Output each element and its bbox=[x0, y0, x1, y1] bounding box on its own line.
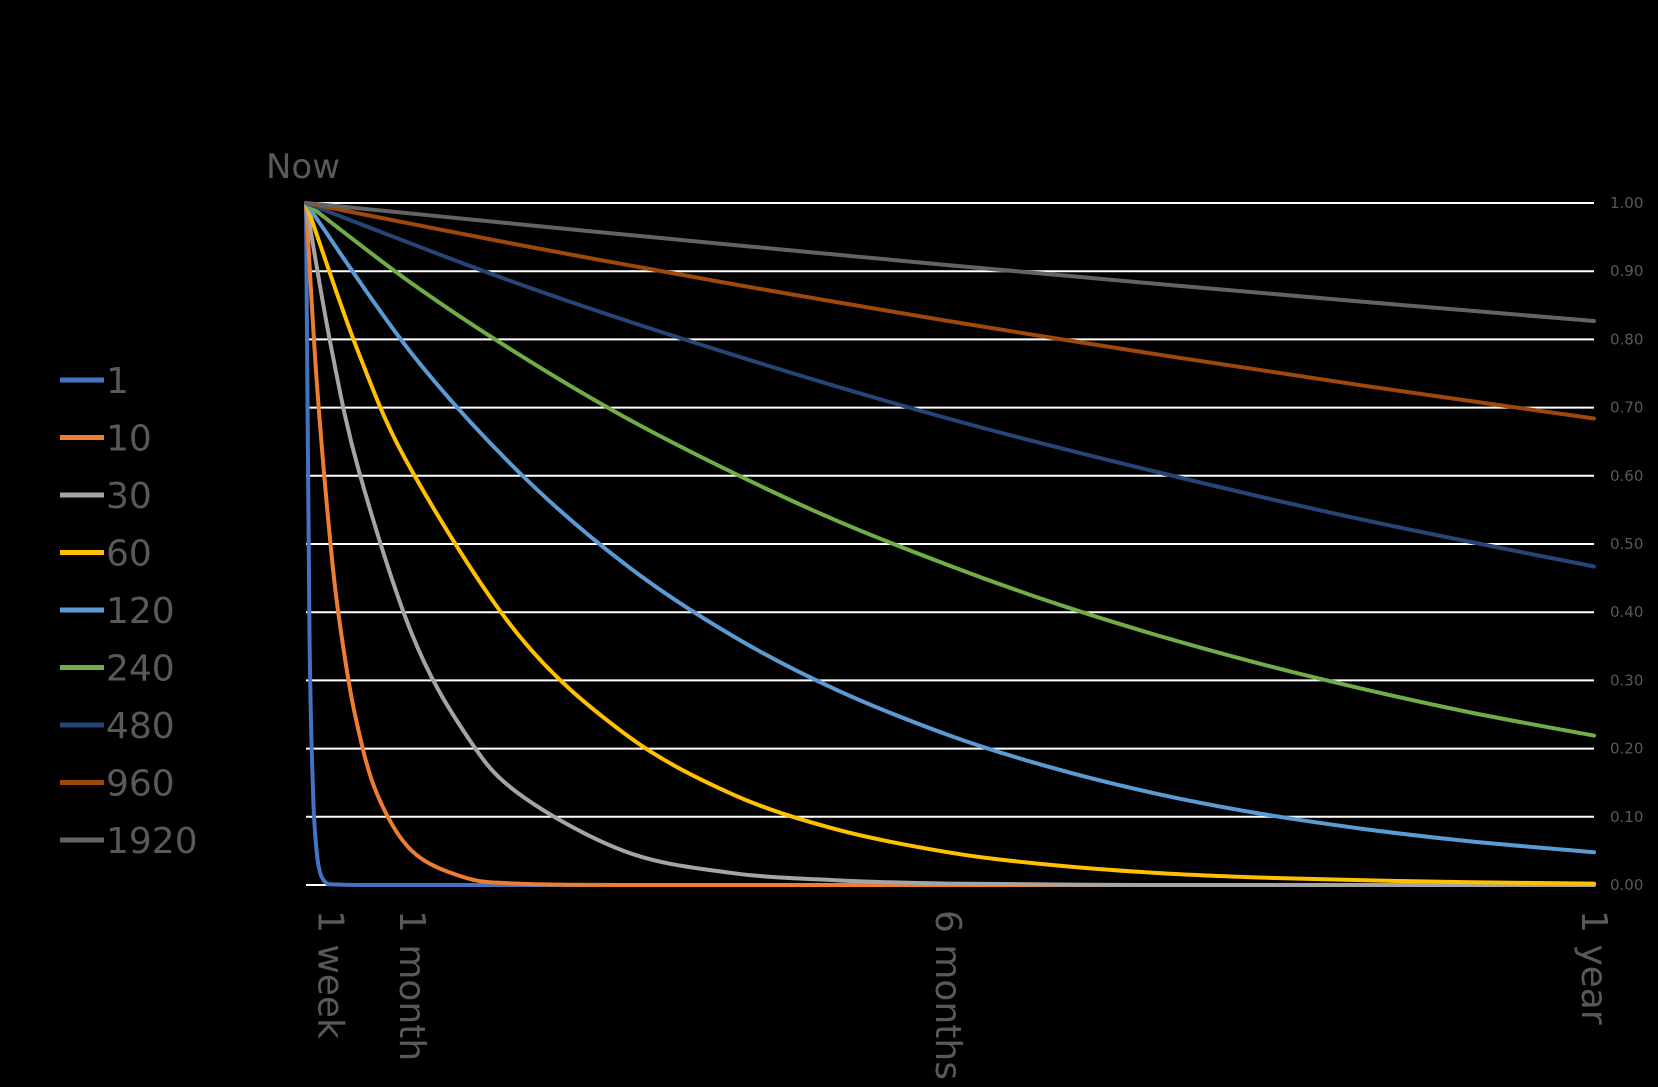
legend-label: 60 bbox=[106, 534, 152, 575]
y-tick-label: 0.00 bbox=[1610, 876, 1643, 894]
y-tick-label: 0.10 bbox=[1610, 808, 1643, 826]
series-line-960 bbox=[304, 201, 1596, 421]
y-tick-label: 1.00 bbox=[1610, 194, 1643, 212]
y-tick-label: 0.50 bbox=[1610, 535, 1643, 553]
series-line-480 bbox=[304, 201, 1596, 569]
y-tick-label: 0.70 bbox=[1610, 399, 1643, 417]
origin-label: Now bbox=[266, 147, 340, 187]
series-line-240 bbox=[304, 201, 1596, 738]
series-line-30 bbox=[304, 201, 1596, 888]
x-tick-label: 1 year bbox=[1573, 910, 1614, 1025]
legend-label: 240 bbox=[106, 649, 175, 690]
legend-label: 480 bbox=[106, 706, 175, 747]
legend-label: 1 bbox=[106, 361, 129, 402]
y-tick-label: 0.60 bbox=[1610, 467, 1643, 485]
legend-label: 1920 bbox=[106, 821, 198, 862]
y-axis-tick-labels: 1.00 0.90 0.80 0.70 0.60 0.50 0.40 0.30 0.20 0.10… bbox=[1610, 194, 1643, 894]
legend-label: 10 bbox=[106, 419, 152, 460]
y-tick-label: 0.40 bbox=[1610, 603, 1643, 621]
y-tick-label: 0.90 bbox=[1610, 262, 1643, 280]
series-line-120 bbox=[304, 201, 1596, 855]
y-tick-label: 0.80 bbox=[1610, 330, 1643, 348]
legend: 1 10 30 60 120 240 480 960 1920 bbox=[60, 361, 198, 862]
series-lines bbox=[304, 201, 1596, 888]
x-axis-tick-labels: 1 week 1 month 6 months 1 year bbox=[310, 910, 1614, 1080]
series-line-1920 bbox=[304, 201, 1596, 323]
y-tick-label: 0.20 bbox=[1610, 740, 1643, 758]
x-tick-label: 6 months bbox=[927, 910, 968, 1080]
legend-label: 120 bbox=[106, 591, 175, 632]
legend-label: 30 bbox=[106, 476, 152, 517]
y-tick-label: 0.30 bbox=[1610, 671, 1643, 689]
x-tick-label: 1 week bbox=[310, 910, 351, 1039]
x-tick-label: 1 month bbox=[391, 910, 432, 1061]
legend-label: 960 bbox=[106, 764, 175, 805]
series-line-60 bbox=[304, 201, 1596, 886]
